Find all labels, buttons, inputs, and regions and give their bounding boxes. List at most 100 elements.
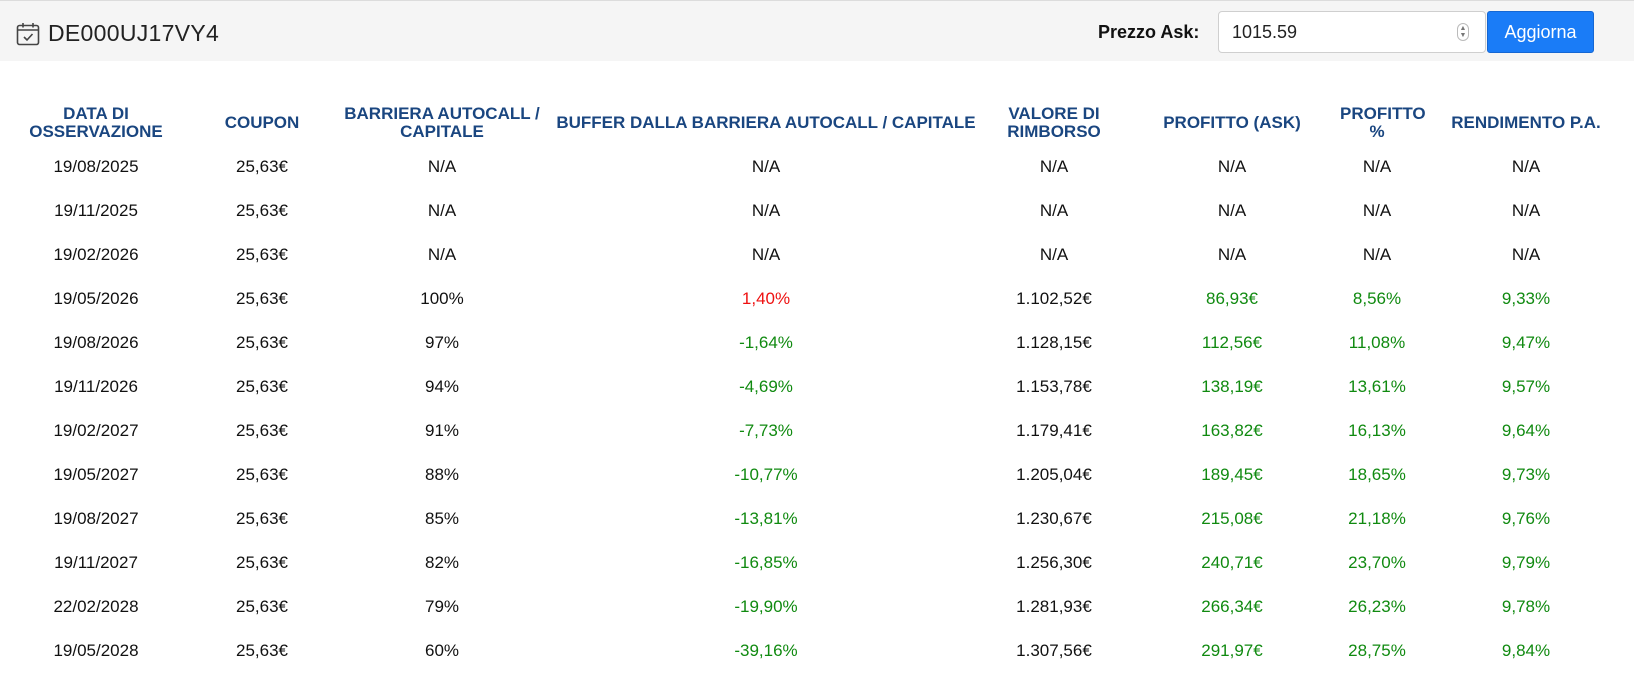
autocall-barrier-cell: 91% (424, 421, 460, 440)
column-header: PROFITTO (ASK) (1163, 113, 1301, 132)
barrier-buffer-cell: -19,90% (734, 597, 798, 616)
profit-ask-cell: 266,34€ (1201, 597, 1263, 616)
redemption-value-cell: 1.128,15€ (1016, 333, 1092, 352)
ask-price-input[interactable] (1218, 11, 1486, 53)
redemption-value-cell: 1.179,41€ (1016, 421, 1092, 440)
column-header: BUFFER DALLA BARRIERA AUTOCALL / CAPITAL… (556, 113, 976, 132)
redemption-value-cell: 1.281,93€ (1016, 597, 1092, 616)
profit-percent-cell: N/A (1362, 245, 1392, 264)
profit-percent-cell: 23,70% (1348, 553, 1406, 572)
redemption-value-cell: 1.102,52€ (1016, 289, 1092, 308)
table-row: 19/05/2026 25,63€ 100% 1,40% 1.102,52€ 86,93€… (0, 277, 1634, 321)
redemption-value-cell: 1.230,67€ (1016, 509, 1092, 528)
observation-date-cell: 19/02/2027 (53, 421, 139, 440)
table-row: 19/02/2027 25,63€ 91% -7,73% 1.179,41€ 163,82… (0, 409, 1634, 453)
column-header: PROFITTO % (1340, 104, 1426, 141)
barrier-buffer-cell: -7,73% (739, 421, 793, 440)
coupon-cell: 25,63€ (236, 509, 288, 528)
observation-date-cell: 19/05/2027 (53, 465, 139, 484)
coupon-cell: 25,63€ (236, 157, 288, 176)
profit-percent-cell: 26,23% (1348, 597, 1406, 616)
redemption-value-cell: 1.205,04€ (1016, 465, 1092, 484)
top-bar: DE000UJ17VY4 Prezzo Ask: ▲▼ Aggiorna (0, 0, 1634, 61)
title-group: DE000UJ17VY4 (16, 20, 219, 47)
profit-percent-cell: 8,56% (1352, 289, 1402, 308)
update-button[interactable]: Aggiorna (1487, 11, 1594, 53)
autocall-barrier-cell: N/A (427, 245, 457, 264)
barrier-buffer-cell: -1,64% (739, 333, 793, 352)
barrier-buffer-cell: -13,81% (734, 509, 798, 528)
observation-date-cell: 19/08/2027 (53, 509, 139, 528)
observation-date-cell: 19/02/2026 (53, 245, 139, 264)
coupon-cell: 25,63€ (236, 465, 288, 484)
column-header: DATA DI OSSERVAZIONE (29, 104, 163, 141)
profit-ask-cell: 112,56€ (1201, 333, 1263, 352)
coupon-cell: 25,63€ (236, 553, 288, 572)
barrier-buffer-cell: -39,16% (734, 641, 798, 660)
observation-date-cell: 19/05/2026 (53, 289, 139, 308)
autocall-barrier-cell: 82% (424, 553, 460, 572)
barrier-buffer-cell: N/A (751, 157, 781, 176)
coupon-cell: 25,63€ (236, 289, 288, 308)
coupon-cell: 25,63€ (236, 333, 288, 352)
annual-yield-cell: 9,78% (1501, 597, 1551, 616)
profit-percent-cell: 18,65% (1348, 465, 1406, 484)
table-row: 19/11/2027 25,63€ 82% -16,85% 1.256,30€ 240,7… (0, 541, 1634, 585)
annual-yield-cell: 9,84% (1501, 641, 1551, 660)
redemption-value-cell: 1.256,30€ (1016, 553, 1092, 572)
observation-date-cell: 19/11/2027 (54, 553, 138, 572)
profit-ask-cell: 189,45€ (1201, 465, 1263, 484)
barrier-buffer-cell: -10,77% (734, 465, 798, 484)
annual-yield-cell: 9,73% (1501, 465, 1551, 484)
autocall-barrier-cell: 79% (424, 597, 460, 616)
autocall-barrier-cell: 85% (424, 509, 460, 528)
profit-ask-cell: 215,08€ (1201, 509, 1263, 528)
observation-date-cell: 22/02/2028 (53, 597, 139, 616)
annual-yield-cell: 9,64% (1501, 421, 1551, 440)
profit-percent-cell: N/A (1362, 157, 1392, 176)
profit-ask-cell: 86,93€ (1206, 289, 1258, 308)
annual-yield-cell: 9,47% (1501, 333, 1551, 352)
profit-percent-cell: 13,61% (1348, 377, 1406, 396)
barrier-buffer-cell: N/A (751, 201, 781, 220)
column-header: COUPON (224, 113, 300, 132)
observation-date-cell: 19/08/2025 (53, 157, 139, 176)
observation-date-cell: 19/08/2026 (53, 333, 139, 352)
profit-ask-cell: N/A (1217, 157, 1247, 176)
ask-price-label: Prezzo Ask: (1098, 22, 1200, 42)
annual-yield-cell: 9,79% (1501, 553, 1551, 572)
table-row: 19/11/2026 25,63€ 94% -4,69% 1.153,78€ 138,19… (0, 365, 1634, 409)
autocall-barrier-cell: 88% (424, 465, 460, 484)
table-row: 19/08/2027 25,63€ 85% -13,81% 1.230,67€ 215,0… (0, 497, 1634, 541)
annual-yield-cell: 9,57% (1501, 377, 1551, 396)
profit-ask-cell: N/A (1217, 245, 1247, 264)
number-spinner-icon[interactable]: ▲ ▼ (1457, 23, 1469, 41)
autocall-barrier-cell: 100% (420, 289, 464, 308)
table-row: 19/05/2027 25,63€ 88% -10,77% 1.205,04€ 189,4… (0, 453, 1634, 497)
autocall-barrier-cell: 94% (424, 377, 460, 396)
autocall-barrier-cell: N/A (427, 201, 457, 220)
profit-ask-cell: 163,82€ (1201, 421, 1263, 440)
observation-date-cell: 19/05/2028 (53, 641, 139, 660)
annual-yield-cell: N/A (1511, 201, 1541, 220)
observation-date-cell: 19/11/2025 (54, 201, 138, 220)
autocall-barrier-cell: N/A (427, 157, 457, 176)
redemption-value-cell: 1.307,56€ (1016, 641, 1092, 660)
profit-ask-cell: 240,71€ (1201, 553, 1263, 572)
barrier-buffer-cell: 1,40% (741, 289, 791, 308)
redemption-value-cell: N/A (1039, 157, 1069, 176)
calendar-check-icon (16, 22, 40, 46)
barrier-buffer-cell: -16,85% (734, 553, 798, 572)
table-header-row: DATA DI OSSERVAZIONE COUPON BARRIERA AUT… (0, 101, 1634, 145)
table-row: 19/11/2025 25,63€ N/A N/A N/A N/A N/A N/A (0, 189, 1634, 233)
profit-percent-cell: 28,75% (1348, 641, 1406, 660)
coupon-cell: 25,63€ (236, 245, 288, 264)
table-row: 19/08/2026 25,63€ 97% -1,64% 1.128,15€ 112,56… (0, 321, 1634, 365)
table-row: 19/05/2028 25,63€ 60% -39,16% 1.307,56€ 291,9… (0, 629, 1634, 673)
observation-date-cell: 19/11/2026 (54, 377, 138, 396)
column-header: VALORE DI RIMBORSO (1007, 104, 1101, 141)
column-header: BARRIERA AUTOCALL / CAPITALE (344, 104, 540, 141)
coupon-cell: 25,63€ (236, 201, 288, 220)
coupon-cell: 25,63€ (236, 641, 288, 660)
profit-percent-cell: 11,08% (1348, 333, 1406, 352)
